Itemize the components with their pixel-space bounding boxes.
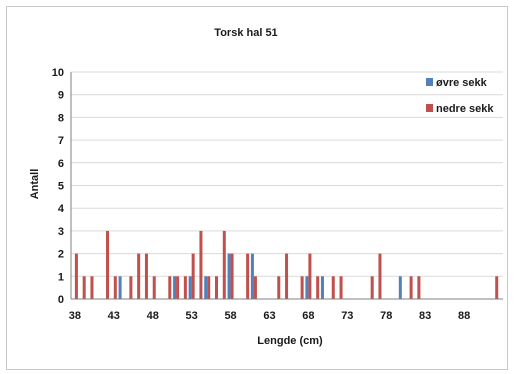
bar-nedre <box>144 253 148 299</box>
legend-label: øvre sekk <box>436 77 488 89</box>
bar-nedre <box>253 276 257 299</box>
x-tick-label: 63 <box>263 310 275 322</box>
x-tick-label: 78 <box>380 310 392 322</box>
x-tick-label: 38 <box>69 310 81 322</box>
bar-nedre <box>417 276 421 299</box>
bar-nedre <box>277 276 281 299</box>
legend: øvre sekk nedre sekk <box>426 77 494 115</box>
bar-nedre <box>106 230 110 299</box>
bar-nedre <box>222 230 226 299</box>
x-axis-label: Lengde (cm) <box>257 335 323 347</box>
y-tick-labels: 0 1 2 3 4 5 6 7 8 9 10 <box>52 67 65 306</box>
x-tick-label: 83 <box>419 310 431 322</box>
bar-nedre <box>137 253 141 299</box>
bar-nedre <box>113 276 117 299</box>
bar-nedre <box>316 276 320 299</box>
bar-nedre <box>378 253 382 299</box>
x-tick-label: 58 <box>224 310 236 322</box>
bar-ovre <box>118 276 122 299</box>
bar-nedre <box>370 276 374 299</box>
bar-nedre <box>191 253 195 299</box>
bar-nedre <box>300 276 304 299</box>
y-tick-label: 4 <box>58 203 65 215</box>
y-tick-label: 3 <box>58 226 64 238</box>
bar-ovre <box>305 276 309 299</box>
y-tick-label: 8 <box>58 112 64 124</box>
bar-nedre <box>82 276 86 299</box>
bar-nedre <box>207 276 211 299</box>
bar-nedre <box>230 253 234 299</box>
bar-nedre <box>308 253 312 299</box>
bar-nedre <box>74 253 78 299</box>
x-tick-labels: 38 43 48 53 58 63 68 73 78 83 88 <box>69 310 470 322</box>
bar-nedre <box>90 276 94 299</box>
y-tick-label: 7 <box>58 135 64 147</box>
bar-nedre <box>183 276 187 299</box>
legend-swatch <box>426 78 433 86</box>
bar-nedre <box>215 276 218 299</box>
bar-ovre <box>227 253 231 299</box>
x-tick-label: 43 <box>108 310 120 322</box>
bar-nedre <box>339 276 343 299</box>
bar-nedre <box>246 253 250 299</box>
x-tick-label: 88 <box>458 310 470 322</box>
y-tick-label: 0 <box>58 294 64 306</box>
bar-ovre <box>320 276 324 299</box>
bar-ovre <box>173 276 177 299</box>
bar-ovre <box>204 276 208 299</box>
bar-nedre <box>495 276 499 299</box>
bar-nedre <box>409 276 413 299</box>
y-tick-label: 1 <box>58 271 64 283</box>
x-tick-label: 48 <box>147 310 159 322</box>
bar-nedre <box>129 276 133 299</box>
y-tick-label: 5 <box>58 181 64 193</box>
grid-lines <box>71 71 503 277</box>
bar-nedre <box>199 230 203 299</box>
y-axis-label: Antall <box>29 169 41 200</box>
legend-swatch <box>426 104 433 112</box>
bar-nedre <box>285 253 289 299</box>
bar-nedre <box>176 276 180 299</box>
legend-label: nedre sekk <box>436 103 494 115</box>
y-tick-label: 6 <box>58 158 64 170</box>
bar-ovre <box>188 276 192 299</box>
x-tick-label: 53 <box>186 310 198 322</box>
x-tick-label: 68 <box>302 310 314 322</box>
bar-ovre <box>250 253 254 299</box>
bar-ovre <box>398 276 402 299</box>
bars <box>74 230 499 299</box>
bar-nedre <box>168 276 172 299</box>
chart-title: Torsk hal 51 <box>214 27 277 39</box>
bar-nedre <box>331 276 335 299</box>
y-tick-label: 2 <box>58 249 64 261</box>
chart-frame <box>6 6 508 370</box>
y-tick-label: 9 <box>58 90 64 102</box>
y-tick-label: 10 <box>52 67 64 79</box>
x-tick-label: 73 <box>341 310 353 322</box>
bar-nedre <box>152 276 156 299</box>
axes <box>70 72 503 300</box>
